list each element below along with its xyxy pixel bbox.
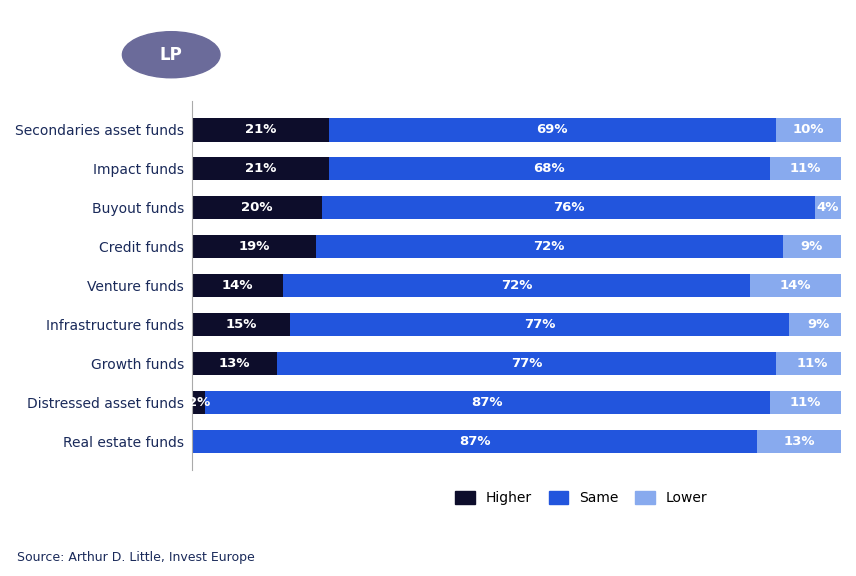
Text: 76%: 76% — [553, 201, 585, 214]
Legend: Higher, Same, Lower: Higher, Same, Lower — [450, 486, 713, 511]
Bar — [193, 430, 757, 453]
Bar — [276, 352, 776, 376]
Text: 11%: 11% — [789, 396, 821, 409]
Text: 2%: 2% — [187, 396, 210, 409]
Text: 68%: 68% — [533, 162, 565, 175]
Bar — [757, 430, 841, 453]
Bar — [770, 391, 841, 414]
Text: 13%: 13% — [783, 435, 815, 448]
Text: 10%: 10% — [793, 123, 824, 137]
Bar — [205, 391, 770, 414]
Bar — [193, 157, 329, 180]
Ellipse shape — [122, 32, 220, 78]
Text: 9%: 9% — [807, 318, 829, 331]
Bar — [329, 118, 776, 142]
Text: 20%: 20% — [241, 201, 273, 214]
Text: 11%: 11% — [789, 162, 821, 175]
Bar — [770, 157, 841, 180]
Bar — [193, 391, 205, 414]
Text: 72%: 72% — [501, 279, 532, 292]
Bar — [776, 118, 841, 142]
Bar — [322, 196, 815, 219]
Bar — [316, 235, 782, 259]
Text: 69%: 69% — [537, 123, 568, 137]
Bar — [193, 235, 316, 259]
Bar — [329, 157, 770, 180]
Text: Source: Arthur D. Little, Invest Europe: Source: Arthur D. Little, Invest Europe — [17, 551, 255, 564]
Text: 15%: 15% — [225, 318, 257, 331]
Text: 14%: 14% — [780, 279, 811, 292]
Text: 21%: 21% — [245, 162, 276, 175]
Text: 13%: 13% — [219, 357, 250, 370]
Bar — [193, 118, 329, 142]
Bar — [193, 313, 289, 336]
Text: 11%: 11% — [796, 357, 828, 370]
Text: 21%: 21% — [245, 123, 276, 137]
Bar — [776, 352, 847, 376]
Text: 87%: 87% — [459, 435, 490, 448]
Bar — [193, 352, 276, 376]
Text: 4%: 4% — [817, 201, 839, 214]
Bar — [289, 313, 789, 336]
Text: 14%: 14% — [222, 279, 253, 292]
Bar — [193, 196, 322, 219]
Text: 19%: 19% — [238, 240, 270, 253]
Text: 77%: 77% — [511, 357, 542, 370]
Text: 77%: 77% — [524, 318, 555, 331]
Bar — [782, 235, 841, 259]
Bar — [193, 274, 283, 297]
Bar — [815, 196, 841, 219]
Text: 87%: 87% — [472, 396, 503, 409]
Bar — [789, 313, 847, 336]
Text: 72%: 72% — [533, 240, 565, 253]
Bar — [750, 274, 841, 297]
Bar — [283, 274, 750, 297]
Text: 9%: 9% — [800, 240, 823, 253]
Text: LP: LP — [160, 46, 182, 64]
